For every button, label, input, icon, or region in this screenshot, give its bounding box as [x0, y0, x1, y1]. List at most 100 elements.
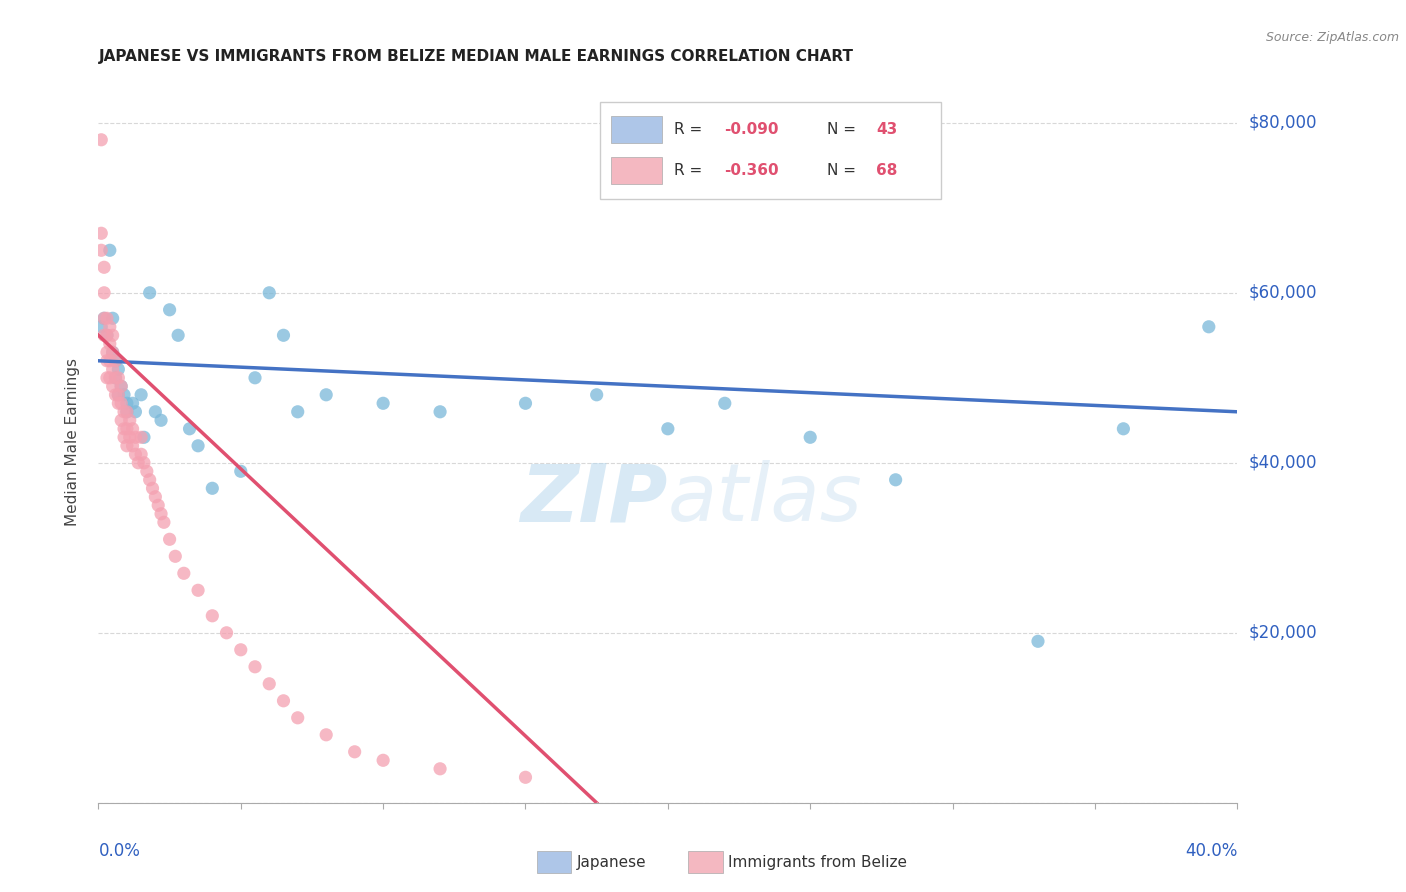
Point: [229, 464, 252, 478]
Point: [90, 227, 112, 241]
Text: Japanese: Japanese: [576, 855, 647, 870]
Point: [112, 388, 135, 402]
Point: [215, 625, 238, 640]
Bar: [537, 851, 571, 873]
Point: [145, 405, 167, 419]
Point: [132, 430, 155, 444]
Text: -0.360: -0.360: [724, 163, 779, 178]
Point: [259, 677, 281, 691]
Point: [243, 371, 266, 385]
Point: [110, 396, 132, 410]
Point: [127, 456, 149, 470]
Point: [107, 371, 129, 385]
Point: [343, 745, 366, 759]
Point: [101, 345, 124, 359]
Point: [714, 396, 737, 410]
Point: [93, 328, 115, 343]
Point: [129, 388, 152, 402]
Point: [315, 728, 337, 742]
Point: [153, 516, 176, 530]
Point: [138, 473, 160, 487]
Point: [112, 430, 135, 444]
Point: [101, 379, 124, 393]
Point: [1112, 422, 1135, 436]
Point: [187, 439, 209, 453]
Point: [96, 328, 118, 343]
Point: [138, 285, 160, 300]
Point: [243, 660, 266, 674]
Point: [98, 319, 121, 334]
Point: [201, 481, 224, 495]
Point: [96, 371, 118, 385]
Point: [129, 447, 152, 461]
Point: [141, 481, 163, 495]
Point: [104, 371, 127, 385]
Bar: [612, 157, 662, 185]
Point: [96, 328, 118, 343]
Point: [115, 422, 138, 436]
Point: [429, 762, 451, 776]
Text: atlas: atlas: [668, 460, 863, 539]
Point: [159, 302, 181, 317]
Point: [98, 336, 121, 351]
Point: [229, 642, 252, 657]
Point: [657, 422, 679, 436]
FancyBboxPatch shape: [599, 102, 941, 200]
Point: [93, 285, 115, 300]
Point: [118, 413, 141, 427]
Text: N =: N =: [827, 122, 860, 136]
Bar: [612, 116, 662, 143]
Point: [132, 456, 155, 470]
Point: [115, 396, 138, 410]
Point: [115, 439, 138, 453]
Point: [110, 379, 132, 393]
Point: [104, 371, 127, 385]
Point: [129, 430, 152, 444]
Point: [150, 413, 173, 427]
Text: Immigrants from Belize: Immigrants from Belize: [728, 855, 907, 870]
Point: [159, 533, 181, 547]
Point: [110, 413, 132, 427]
Point: [107, 362, 129, 376]
Point: [165, 549, 187, 564]
Text: $20,000: $20,000: [1249, 624, 1317, 642]
Point: [93, 311, 115, 326]
Point: [90, 244, 112, 258]
Point: [429, 405, 451, 419]
Point: [121, 422, 143, 436]
Point: [115, 405, 138, 419]
Text: 68: 68: [876, 163, 897, 178]
Point: [101, 345, 124, 359]
Point: [101, 311, 124, 326]
Point: [1026, 634, 1049, 648]
Point: [373, 753, 395, 767]
Text: R =: R =: [673, 163, 707, 178]
Point: [287, 711, 309, 725]
Text: $80,000: $80,000: [1249, 114, 1317, 132]
Point: [799, 430, 821, 444]
Point: [110, 379, 132, 393]
Point: [115, 405, 138, 419]
Text: 43: 43: [876, 122, 897, 136]
Point: [90, 319, 112, 334]
Text: R =: R =: [673, 122, 707, 136]
Point: [515, 396, 537, 410]
Point: [101, 362, 124, 376]
Text: Source: ZipAtlas.com: Source: ZipAtlas.com: [1265, 31, 1399, 45]
Point: [107, 388, 129, 402]
Point: [884, 473, 907, 487]
Point: [287, 405, 309, 419]
Text: 0.0%: 0.0%: [98, 842, 141, 860]
Point: [173, 566, 195, 581]
Point: [373, 396, 395, 410]
Point: [273, 328, 295, 343]
Point: [315, 388, 337, 402]
Text: $60,000: $60,000: [1249, 284, 1317, 301]
Point: [93, 311, 115, 326]
Point: [148, 498, 170, 512]
Point: [96, 353, 118, 368]
Text: -0.090: -0.090: [724, 122, 778, 136]
Point: [98, 371, 121, 385]
Point: [124, 430, 146, 444]
Point: [112, 405, 135, 419]
